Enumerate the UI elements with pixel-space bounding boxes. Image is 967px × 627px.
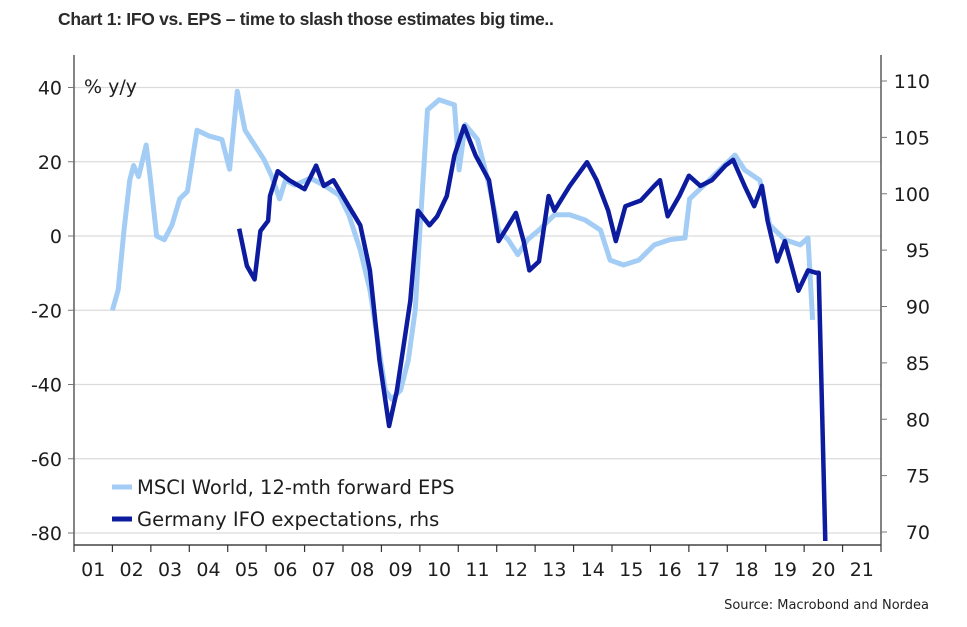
y-tick-label-left: -80 bbox=[31, 523, 62, 545]
x-tick-label: 09 bbox=[389, 559, 413, 581]
y-tick-label-right: 105 bbox=[894, 127, 930, 149]
series-line-eps bbox=[109, 88, 816, 402]
y-tick-label-right: 70 bbox=[906, 522, 930, 544]
x-tick-label: 11 bbox=[465, 559, 489, 581]
series-ifo bbox=[236, 123, 828, 542]
x-tick-label: 15 bbox=[619, 559, 643, 581]
x-tick-label: 05 bbox=[235, 559, 259, 581]
x-tick-label: 16 bbox=[658, 559, 682, 581]
series-eps bbox=[109, 88, 816, 402]
y-tick-label-right: 110 bbox=[894, 71, 930, 93]
y-axis-unit-label: % y/y bbox=[84, 76, 137, 98]
x-tick-label: 17 bbox=[696, 559, 720, 581]
y-tick-label-right: 85 bbox=[906, 353, 930, 375]
x-tick-label: 18 bbox=[734, 559, 758, 581]
chart-title: Chart 1: IFO vs. EPS – time to slash tho… bbox=[58, 9, 554, 29]
y-tick-label-left: -20 bbox=[31, 300, 62, 322]
x-tick-label: 13 bbox=[542, 559, 566, 581]
x-tick-label: 06 bbox=[273, 559, 297, 581]
legend: MSCI World, 12-mth forward EPS Germany I… bbox=[112, 476, 455, 531]
x-tick-label: 19 bbox=[773, 559, 797, 581]
source-note: Source: Macrobond and Nordea bbox=[724, 598, 929, 613]
x-tick-label: 03 bbox=[158, 559, 182, 581]
x-tick-label: 08 bbox=[350, 559, 374, 581]
axes: 40 20 0 -20 -40 -60 -80 110 105 100 95 90 85 80 75 70 01… bbox=[31, 55, 930, 581]
x-tick-label: 21 bbox=[850, 559, 874, 581]
x-tick-label: 01 bbox=[81, 559, 105, 581]
y-tick-label-left: -40 bbox=[31, 375, 62, 397]
x-tick-label: 04 bbox=[196, 559, 220, 581]
legend-label-ifo: Germany IFO expectations, rhs bbox=[137, 508, 439, 531]
y-tick-label-right: 75 bbox=[906, 466, 930, 488]
y-tick-label-right: 95 bbox=[906, 240, 930, 262]
x-tick-label: 07 bbox=[312, 559, 336, 581]
y-tick-label-left: 0 bbox=[50, 226, 62, 248]
y-tick-label-right: 90 bbox=[906, 297, 930, 319]
x-tick-label: 12 bbox=[504, 559, 528, 581]
series-line-ifo bbox=[236, 123, 828, 542]
y-tick-label-right: 100 bbox=[894, 184, 930, 206]
x-tick-label: 02 bbox=[120, 559, 144, 581]
y-tick-label-left: 40 bbox=[38, 78, 62, 100]
x-tick-label: 20 bbox=[811, 559, 835, 581]
y-tick-label-left: -60 bbox=[31, 449, 62, 471]
legend-label-eps: MSCI World, 12-mth forward EPS bbox=[137, 476, 455, 499]
x-tick-label: 10 bbox=[427, 559, 451, 581]
y-tick-label-right: 80 bbox=[906, 409, 930, 431]
x-tick-label: 14 bbox=[581, 559, 605, 581]
y-tick-label-left: 20 bbox=[38, 152, 62, 174]
